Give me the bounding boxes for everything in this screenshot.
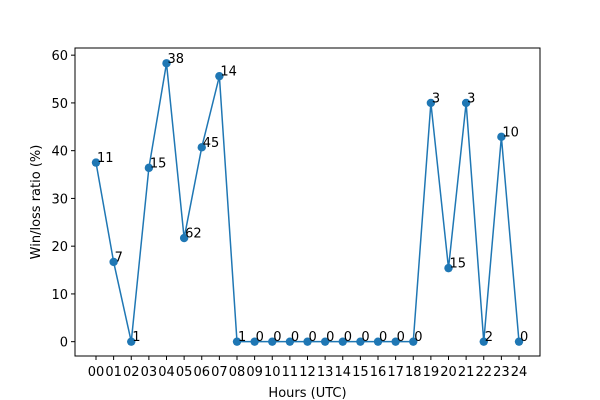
- data-point: [268, 337, 277, 346]
- data-point: [373, 337, 383, 346]
- data-point: [391, 337, 400, 346]
- data-label: 0: [291, 330, 299, 345]
- x-tick-label: 20: [440, 365, 457, 380]
- data-point: [497, 132, 506, 142]
- data-point: [338, 337, 347, 346]
- axis-layer: 00 01 02 03 04 05 06 07 08 09 10 11 12 13 14 15 16 17 18 19…: [51, 49, 527, 380]
- data-point: [162, 59, 171, 68]
- data-label: 14: [220, 65, 237, 80]
- data-point: [320, 337, 330, 346]
- data-label: 62: [185, 227, 202, 242]
- data-label: 0: [414, 330, 422, 345]
- y-tick-label: 40: [51, 145, 68, 160]
- data-label: 1: [132, 330, 140, 345]
- data-point: [179, 233, 189, 243]
- data-label: 45: [203, 136, 220, 151]
- data-point: [109, 257, 118, 267]
- x-axis-label: Hours (UTC): [268, 386, 346, 400]
- x-tick-label: 15: [352, 365, 369, 380]
- y-axis-label: Win/loss ratio (%): [29, 145, 44, 260]
- data-label: 15: [450, 257, 467, 272]
- x-tick-label: 22: [475, 365, 492, 380]
- x-tick-label: 16: [370, 365, 387, 380]
- y-tick-label: 50: [51, 97, 68, 112]
- data-point: [514, 337, 524, 346]
- x-tick-label: 17: [387, 365, 404, 380]
- data-label: 0: [379, 330, 387, 345]
- data-point: [144, 163, 154, 173]
- data-point: [250, 337, 259, 346]
- data-label: 0: [256, 330, 264, 345]
- y-tick-label: 60: [51, 49, 68, 64]
- data-point: [479, 337, 488, 346]
- data-label: 0: [397, 330, 405, 345]
- x-tick-label: 13: [317, 365, 334, 380]
- x-tick-label: 11: [282, 365, 299, 380]
- x-tick-label: 07: [211, 365, 228, 380]
- data-label: 2: [485, 330, 493, 345]
- data-point: [444, 263, 453, 273]
- data-label: 0: [273, 330, 281, 345]
- data-label: 1: [238, 330, 246, 345]
- data-label: 11: [97, 151, 114, 166]
- data-point: [285, 337, 295, 346]
- y-tick-label: 10: [51, 288, 68, 303]
- x-tick-label: 04: [158, 365, 175, 380]
- x-tick-label: 08: [229, 365, 246, 380]
- series-layer: [91, 59, 524, 346]
- plot-background: [75, 48, 540, 356]
- data-label: 15: [150, 156, 167, 171]
- data-label: 0: [309, 330, 317, 345]
- data-point: [197, 143, 206, 152]
- x-tick-label: 00: [88, 365, 105, 380]
- x-tick-label: 01: [105, 365, 122, 380]
- data-label: 0: [520, 330, 528, 345]
- data-point: [127, 337, 136, 346]
- y-tick-label: 0: [60, 336, 68, 351]
- data-point: [91, 158, 101, 167]
- x-tick-label: 21: [458, 365, 475, 380]
- data-label: 3: [467, 91, 475, 106]
- data-label: 38: [168, 52, 185, 67]
- data-label: 10: [502, 125, 519, 140]
- x-tick-label: 05: [176, 365, 193, 380]
- x-tick-label: 03: [141, 365, 158, 380]
- data-label: 3: [432, 91, 440, 106]
- y-tick-label: 20: [51, 240, 68, 255]
- x-tick-label: 23: [493, 365, 510, 380]
- x-tick-label: 09: [246, 365, 263, 380]
- x-tick-label: 24: [511, 365, 528, 380]
- data-label: 0: [326, 330, 334, 345]
- x-tick-label: 18: [405, 365, 422, 380]
- data-label: 7: [115, 250, 123, 265]
- data-point: [426, 98, 436, 108]
- x-tick-label: 12: [299, 365, 316, 380]
- data-label: 0: [361, 330, 369, 345]
- data-point: [461, 98, 471, 108]
- x-tick-label: 19: [423, 365, 440, 380]
- data-point: [409, 337, 418, 346]
- x-tick-label: 14: [334, 365, 351, 380]
- data-label: 0: [344, 330, 352, 345]
- y-tick-label: 30: [51, 192, 68, 207]
- plot-frame: [74, 47, 541, 357]
- x-tick-label: 10: [264, 365, 281, 380]
- x-tick-label: 02: [123, 365, 140, 380]
- x-tick-label: 06: [193, 365, 210, 380]
- data-point: [232, 337, 242, 346]
- data-point: [215, 71, 224, 81]
- data-point: [356, 337, 365, 346]
- data-point: [303, 337, 312, 346]
